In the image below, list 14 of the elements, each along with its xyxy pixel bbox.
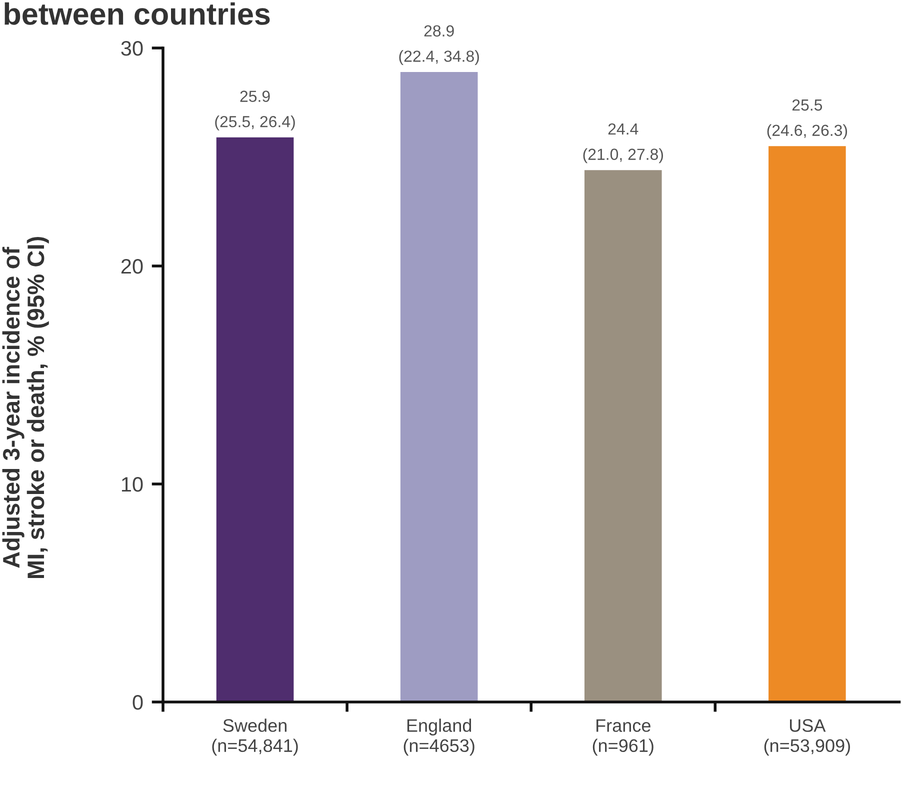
x-tick-label: USA (n=53,909) <box>764 719 850 756</box>
chart-title: between countries <box>4 2 270 25</box>
y-tick-label: 0 <box>132 695 143 710</box>
y-tick-label: 30 <box>121 41 143 56</box>
data-label: 24.4 (21.0, 27.8) <box>583 123 663 164</box>
y-axis-title: Adjusted 3-year incidence of MI, stroke or death, % (95% CI) <box>2 236 49 578</box>
y-tick-label: 20 <box>121 259 143 274</box>
x-tick-label: France (n=961) <box>592 719 654 756</box>
y-tick-label: 10 <box>122 477 143 492</box>
data-label: 25.5 (24.6, 26.3) <box>767 99 848 140</box>
x-tick-label: England (n=4653) <box>404 718 474 756</box>
data-label: 25.9 (25.5, 26.4) <box>215 90 295 130</box>
x-tick-label: Sweden (n=54,841) <box>212 718 298 756</box>
data-label: 28.9 (22.4, 34.8) <box>399 25 479 66</box>
